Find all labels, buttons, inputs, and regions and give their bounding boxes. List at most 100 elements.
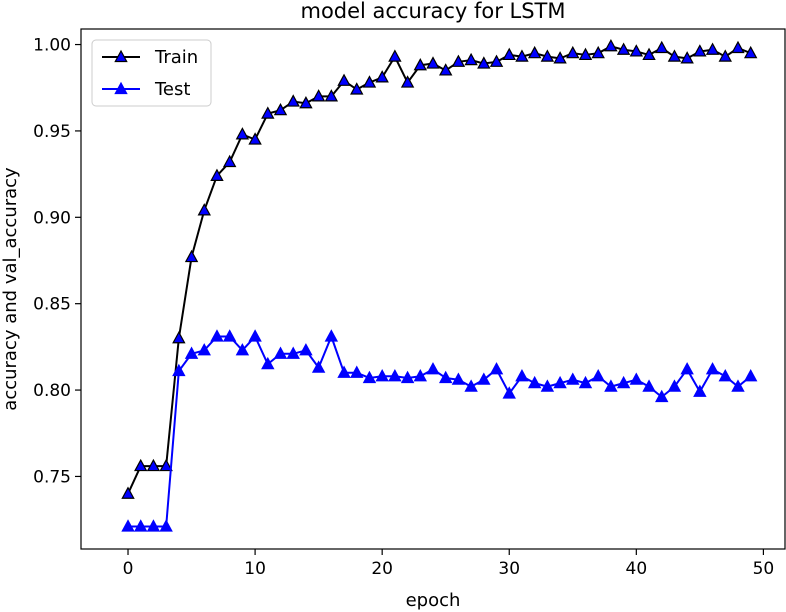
data-point-train: [350, 82, 364, 95]
legend-label-test: Test: [154, 79, 190, 100]
data-point-train: [413, 58, 428, 71]
data-point-test: [375, 368, 389, 382]
data-point-train: [616, 42, 631, 55]
data-point-train: [604, 39, 618, 52]
data-point-train: [172, 330, 186, 344]
x-tick-label: 10: [244, 559, 266, 579]
data-point-train: [362, 75, 377, 88]
data-point-train: [210, 168, 224, 181]
data-point-train: [235, 127, 250, 140]
data-point-train: [337, 73, 351, 86]
data-point-test: [273, 346, 288, 359]
data-point-test: [184, 346, 199, 359]
data-point-test: [693, 384, 707, 397]
data-point-test: [705, 362, 720, 375]
plot-frame: [80, 28, 786, 550]
data-point-train: [184, 249, 199, 263]
y-tick-label: 0.85: [33, 295, 71, 315]
data-point-test: [655, 389, 669, 403]
data-point-test: [642, 379, 656, 392]
data-point-test: [566, 372, 580, 385]
data-point-train: [540, 49, 555, 62]
data-point-train: [731, 40, 745, 54]
x-tick-label: 20: [371, 559, 393, 579]
data-point-test: [388, 368, 402, 382]
legend: Train Test: [91, 39, 212, 107]
data-point-train: [464, 52, 478, 66]
data-point-test: [515, 368, 529, 382]
data-point-test: [616, 375, 631, 389]
legend-marker-test: [114, 81, 128, 95]
data-point-test: [477, 372, 491, 385]
x-tick-label: 50: [753, 559, 775, 579]
data-point-train: [693, 44, 707, 57]
data-point-test: [172, 363, 186, 377]
data-point-train: [642, 47, 656, 61]
data-point-train: [489, 54, 504, 67]
data-point-train: [324, 89, 339, 102]
data-point-train: [578, 47, 593, 61]
legend-label-train: Train: [154, 47, 198, 68]
data-point-test: [604, 379, 618, 392]
data-point-test: [413, 368, 428, 382]
data-point-train: [680, 51, 694, 64]
data-point-test: [743, 368, 758, 382]
data-point-test: [540, 379, 555, 392]
data-point-train: [261, 106, 275, 119]
data-point-test: [426, 362, 440, 375]
data-point-train: [388, 49, 402, 62]
data-point-test: [667, 379, 682, 392]
y-axis-ticks: 0.75 0.80 0.85 0.90 0.95 1.00: [33, 36, 81, 487]
plot-area: [121, 39, 758, 532]
data-point-test: [159, 519, 173, 532]
data-point-test: [718, 368, 732, 382]
y-tick-label: 1.00: [33, 36, 71, 56]
data-point-train: [248, 132, 262, 145]
data-point-train: [527, 45, 542, 59]
data-point-train: [718, 49, 732, 62]
data-point-train: [273, 102, 288, 116]
y-tick-label: 0.75: [33, 467, 71, 487]
data-point-test: [527, 375, 542, 389]
data-point-train: [400, 75, 415, 88]
data-point-train: [134, 458, 148, 472]
data-point-test: [350, 365, 364, 378]
y-tick-label: 0.90: [33, 208, 71, 228]
data-point-train: [426, 56, 440, 69]
data-point-test: [502, 386, 516, 399]
x-tick-label: 40: [626, 559, 648, 579]
data-point-train: [515, 49, 529, 62]
data-point-train: [553, 51, 567, 64]
data-point-train: [591, 45, 605, 59]
y-tick-label: 0.95: [33, 122, 71, 142]
data-point-train: [311, 89, 326, 102]
data-point-train: [667, 49, 682, 62]
data-point-train: [375, 70, 389, 83]
data-point-test: [248, 329, 262, 342]
data-point-test: [578, 375, 593, 389]
y-axis-label: accuracy and val_accuracy: [0, 167, 21, 411]
data-point-train: [438, 63, 453, 76]
data-point-test: [324, 329, 339, 342]
data-point-test: [591, 368, 605, 382]
data-point-train: [121, 486, 135, 499]
data-point-test: [134, 519, 148, 532]
data-point-train: [477, 56, 491, 69]
data-point-test: [553, 375, 567, 389]
data-point-test: [286, 346, 300, 359]
x-tick-label: 30: [498, 559, 520, 579]
data-point-test: [337, 365, 351, 378]
data-point-train: [222, 154, 237, 168]
data-point-test: [438, 370, 453, 384]
data-point-test: [235, 343, 250, 356]
data-point-train: [299, 96, 313, 109]
data-point-test: [451, 372, 466, 385]
data-point-test: [680, 362, 694, 375]
y-tick-label: 0.80: [33, 381, 71, 401]
data-point-test: [311, 360, 326, 373]
chart-title: model accuracy for LSTM: [300, 0, 565, 23]
data-point-test: [222, 329, 237, 342]
data-point-test: [197, 343, 211, 356]
data-point-test: [210, 329, 224, 342]
